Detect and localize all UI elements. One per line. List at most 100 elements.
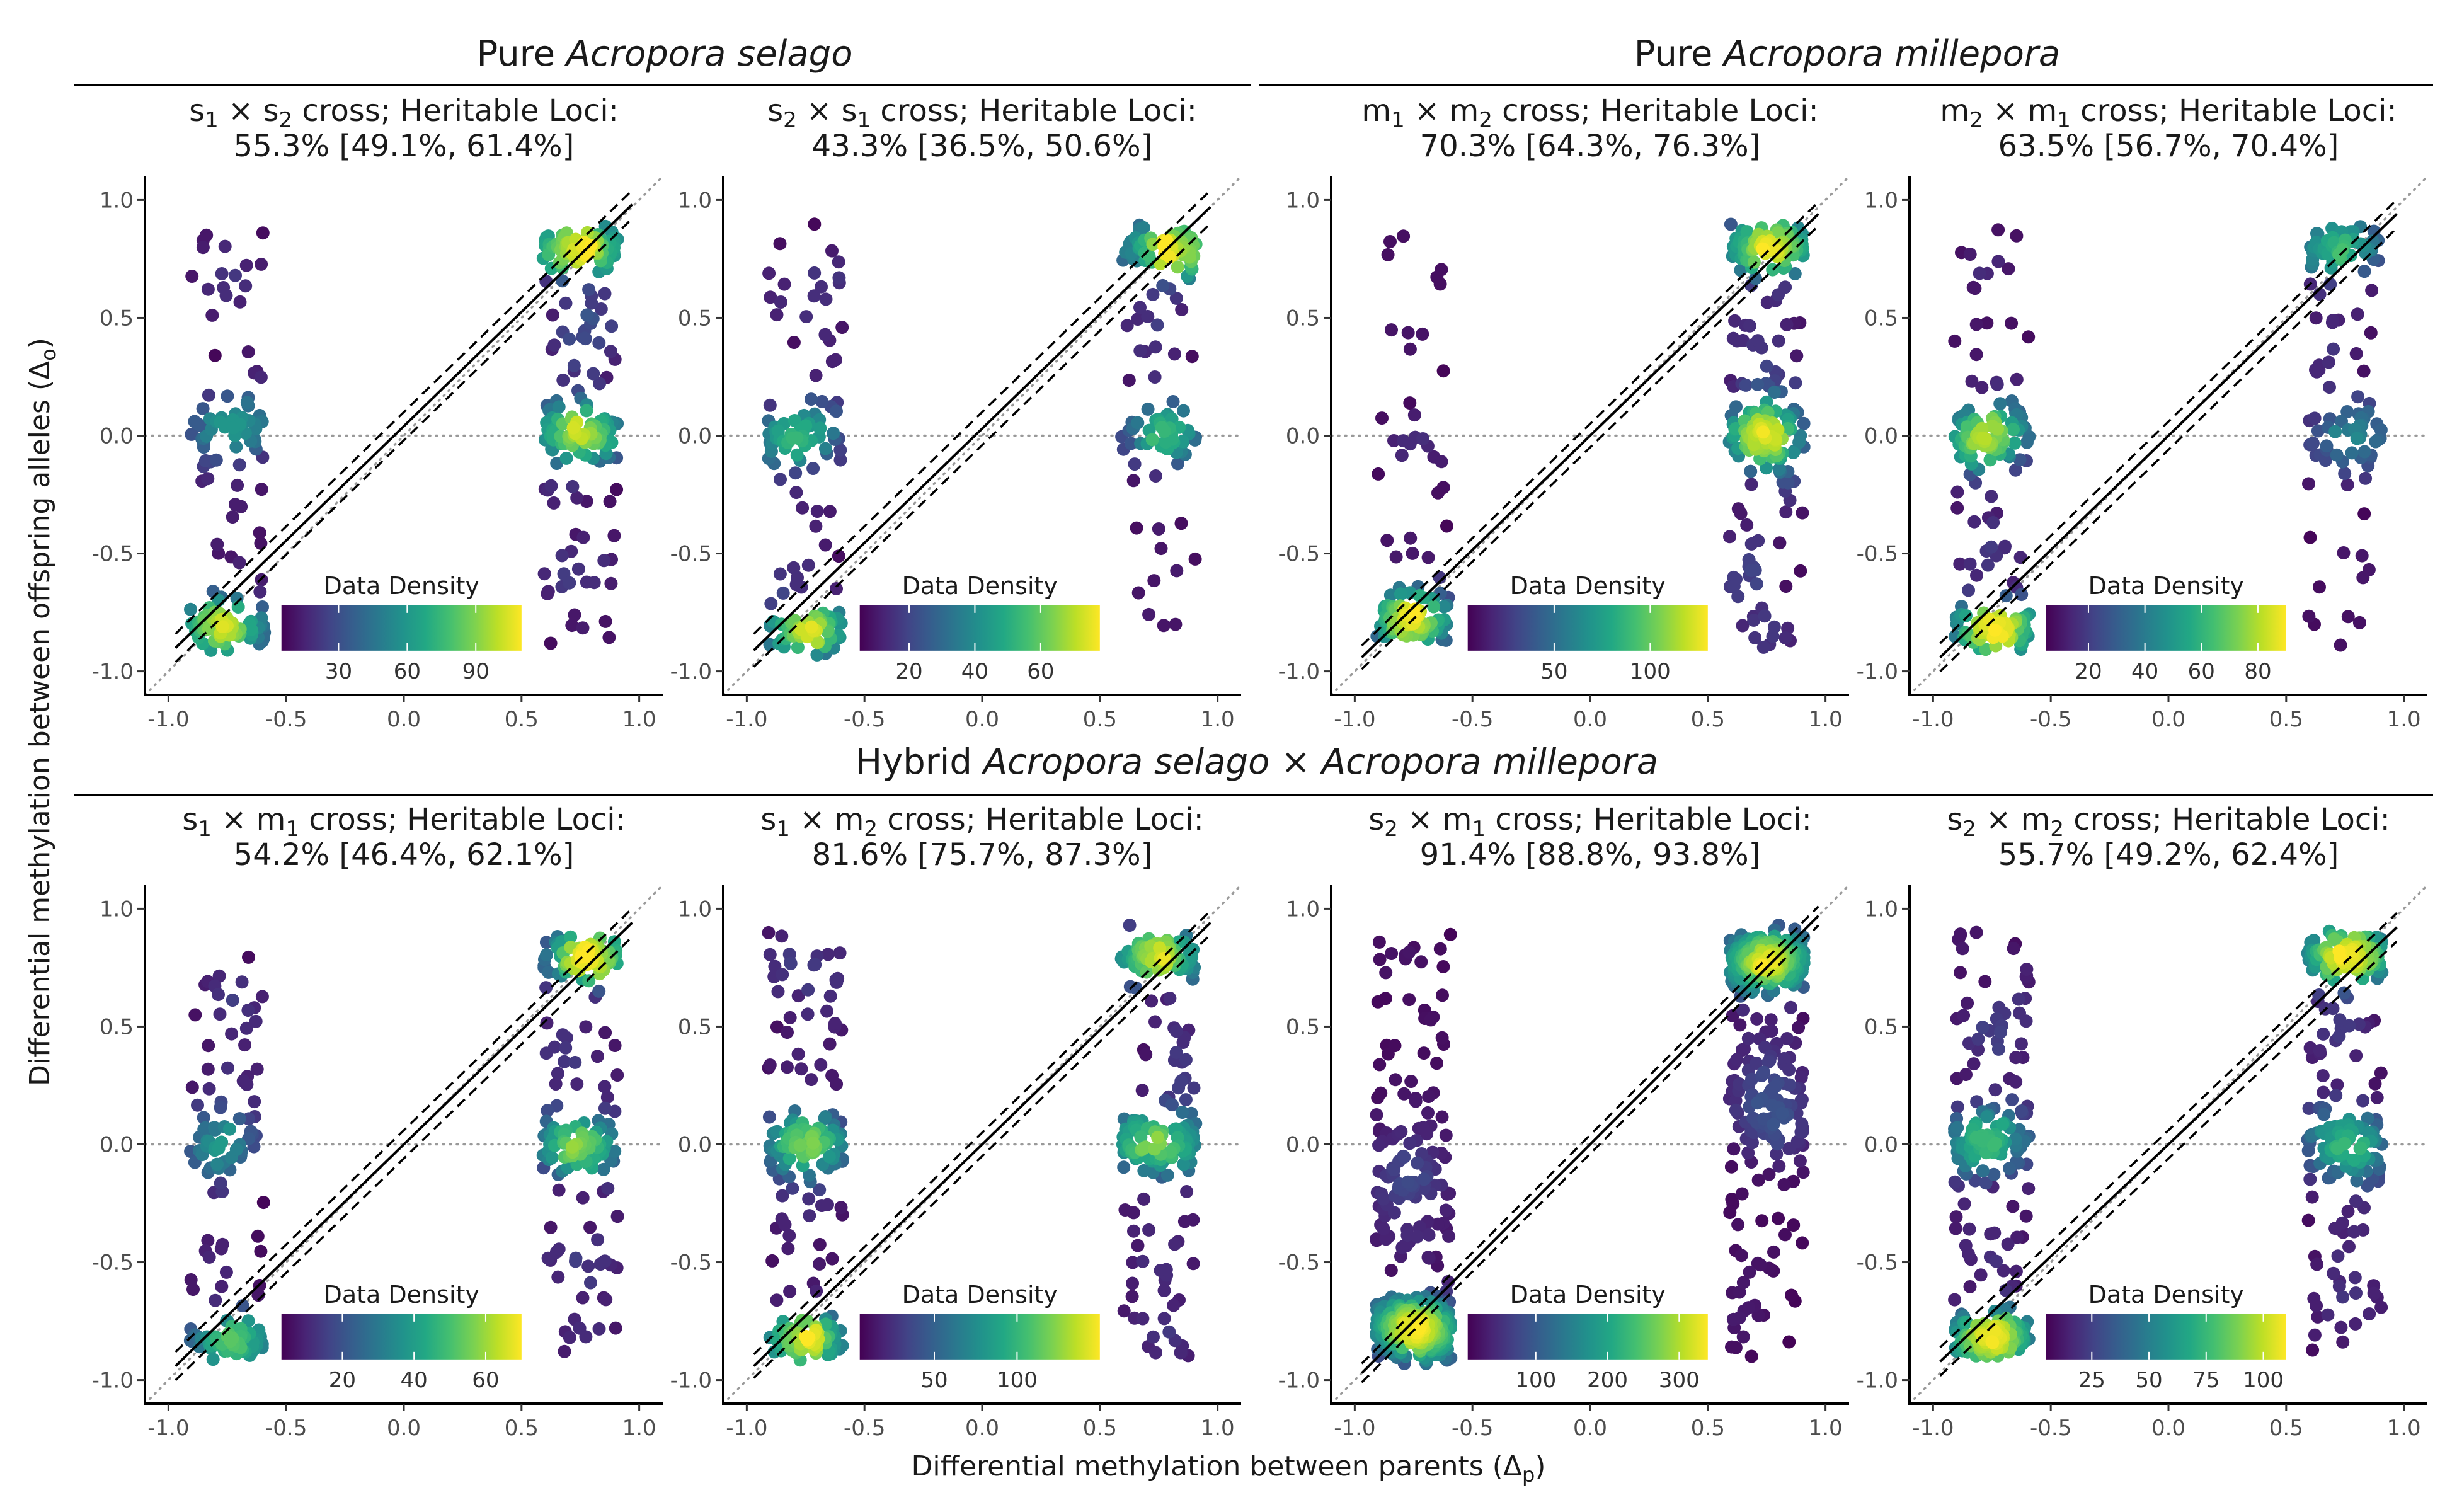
data-point xyxy=(241,345,255,358)
colorbar xyxy=(281,1314,522,1360)
x-tick-label: 0.5 xyxy=(1691,707,1725,732)
data-point xyxy=(1756,242,1770,256)
x-tick-label: -0.5 xyxy=(2030,707,2071,732)
data-point xyxy=(1134,1130,1148,1144)
data-point xyxy=(2348,1271,2362,1285)
data-point xyxy=(201,1234,215,1247)
data-point xyxy=(1963,1280,1977,1293)
data-point xyxy=(1782,1142,1796,1155)
data-point xyxy=(813,1257,827,1271)
data-point xyxy=(1769,1079,1782,1093)
data-point xyxy=(1436,364,1450,378)
data-point xyxy=(1379,1232,1393,1246)
data-point xyxy=(1743,319,1756,333)
colorbar-tick-label: 300 xyxy=(1659,1368,1700,1393)
data-point xyxy=(2320,439,2334,453)
data-point xyxy=(1384,1264,1398,1277)
data-point xyxy=(1976,431,1990,445)
y-tick-label: -1.0 xyxy=(1278,1368,1320,1394)
data-point xyxy=(1974,1268,1988,1282)
data-point xyxy=(539,275,553,288)
data-point xyxy=(597,1162,610,1176)
data-point xyxy=(563,1331,576,1344)
y-tick-label: -0.5 xyxy=(670,542,712,567)
data-point xyxy=(1741,1146,1755,1160)
data-point xyxy=(1443,927,1457,941)
data-point xyxy=(184,602,197,616)
data-point xyxy=(1433,277,1447,291)
data-point xyxy=(1380,534,1394,547)
data-point xyxy=(2330,1142,2344,1155)
data-point xyxy=(1158,951,1171,965)
x-tick-label: 0.5 xyxy=(1083,707,1117,732)
y-tick-label: -0.5 xyxy=(1278,542,1320,567)
data-point xyxy=(1729,1103,1743,1117)
data-point xyxy=(2309,311,2323,325)
data-point xyxy=(764,290,777,304)
data-point xyxy=(2014,1037,2028,1051)
x-tick-label: 1.0 xyxy=(622,1416,656,1441)
data-point xyxy=(1724,1160,1738,1174)
data-point xyxy=(774,295,788,309)
data-point xyxy=(1981,558,1995,572)
group-title: Hybrid Acropora selago × Acropora millep… xyxy=(856,742,1658,782)
data-point xyxy=(1750,1012,1764,1026)
data-point xyxy=(1125,1290,1139,1303)
data-point xyxy=(205,308,219,322)
data-point xyxy=(540,1016,554,1030)
data-point xyxy=(763,948,777,961)
legend-title: Data Density xyxy=(2088,1281,2244,1309)
data-point xyxy=(1772,1159,1786,1173)
data-point xyxy=(1406,546,1419,560)
data-point xyxy=(210,1157,224,1171)
x-tick-label: 0.0 xyxy=(1573,707,1607,732)
data-point xyxy=(592,984,606,998)
data-point xyxy=(790,448,804,462)
data-point xyxy=(1788,267,1802,280)
data-point xyxy=(1796,506,1809,520)
data-point xyxy=(2333,1013,2347,1027)
data-point xyxy=(1765,1024,1778,1038)
data-point xyxy=(814,1058,828,1072)
data-point xyxy=(1145,433,1159,447)
data-point xyxy=(805,620,818,634)
data-point xyxy=(830,1077,844,1091)
data-point xyxy=(1409,1094,1423,1108)
data-point xyxy=(202,388,215,402)
data-point xyxy=(1168,1237,1182,1251)
data-point xyxy=(1750,1057,1763,1070)
y-tick-label: 1.0 xyxy=(1286,896,1320,922)
data-point xyxy=(1751,1173,1765,1187)
data-point xyxy=(568,608,581,622)
data-point xyxy=(2303,1172,2317,1186)
colorbar xyxy=(2046,605,2286,651)
data-point xyxy=(1730,1053,1744,1067)
data-point xyxy=(202,1250,216,1264)
data-point xyxy=(2347,1153,2361,1167)
data-point xyxy=(1435,455,1448,469)
data-point xyxy=(1756,958,1770,972)
data-point xyxy=(1976,1164,1990,1178)
data-point xyxy=(1166,395,1180,408)
data-point xyxy=(609,1321,622,1335)
data-point xyxy=(1962,1222,1976,1236)
colorbar xyxy=(1467,605,1708,651)
data-point xyxy=(827,427,840,440)
data-point xyxy=(835,321,849,335)
data-point xyxy=(1956,942,1969,956)
colorbar xyxy=(281,605,522,651)
data-point xyxy=(832,549,845,563)
data-point xyxy=(821,948,835,961)
colorbar-tick-label: 80 xyxy=(2244,659,2271,684)
data-point xyxy=(762,925,776,939)
data-point xyxy=(2022,1182,2036,1196)
legend-title: Data Density xyxy=(324,1281,479,1309)
data-point xyxy=(1963,248,1977,261)
data-point xyxy=(762,1110,776,1124)
data-point xyxy=(604,345,617,358)
data-point xyxy=(771,424,785,438)
data-point xyxy=(598,614,612,628)
data-point xyxy=(2002,262,2015,276)
data-point xyxy=(813,1237,827,1251)
data-point xyxy=(570,491,584,505)
